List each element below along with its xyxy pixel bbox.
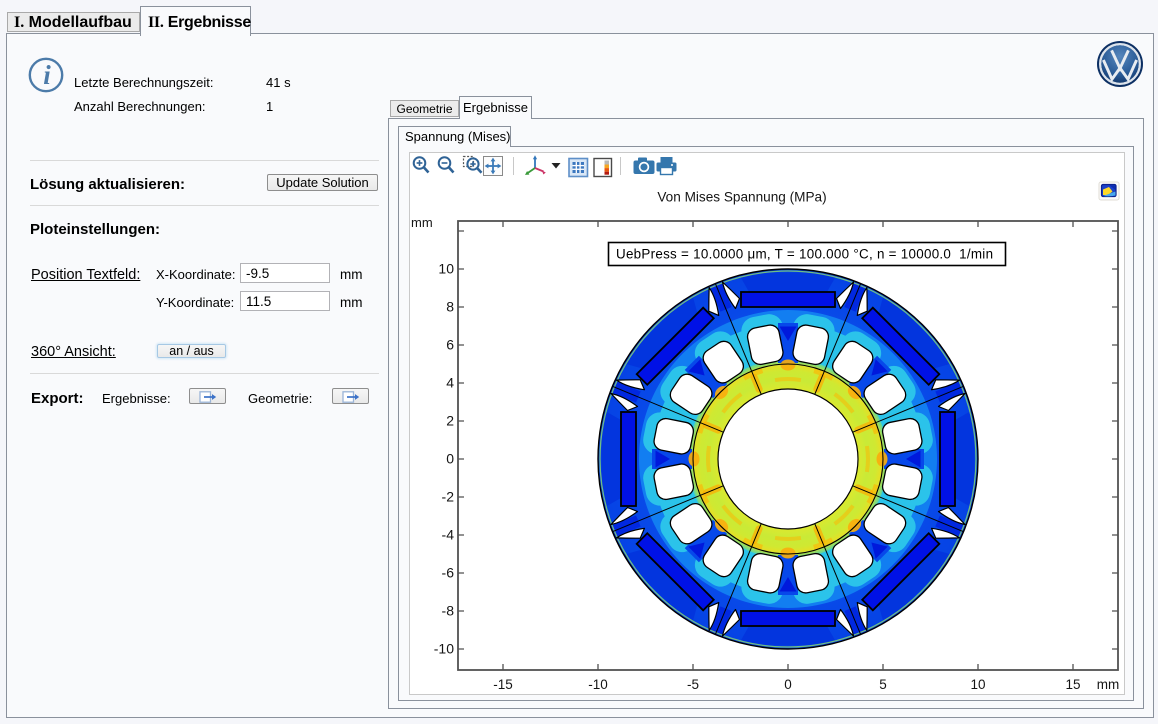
svg-text:10: 10 [438, 261, 454, 277]
svg-text:-15: -15 [493, 677, 513, 692]
svg-text:-6: -6 [442, 565, 455, 581]
svg-text:8: 8 [446, 299, 454, 315]
svg-text:-4: -4 [442, 527, 455, 543]
svg-text:0: 0 [784, 677, 792, 692]
svg-text:4: 4 [446, 375, 454, 391]
svg-text:Von Mises Spannung (MPa): Von Mises Spannung (MPa) [657, 190, 826, 205]
svg-text:5: 5 [879, 677, 887, 692]
svg-text:-8: -8 [442, 603, 455, 619]
svg-text:15: 15 [1065, 677, 1080, 692]
svg-text:-10: -10 [588, 677, 608, 692]
svg-text:-5: -5 [687, 677, 699, 692]
svg-text:0: 0 [446, 451, 454, 467]
svg-text:-10: -10 [434, 641, 454, 657]
svg-text:-2: -2 [442, 489, 455, 505]
svg-text:mm: mm [411, 215, 433, 230]
svg-text:UebPress = 10.0000 μm, T = 100: UebPress = 10.0000 μm, T = 100.000 °C, n… [616, 247, 993, 262]
svg-text:10: 10 [970, 677, 985, 692]
svg-text:i: i [43, 60, 51, 90]
svg-text:2: 2 [446, 413, 454, 429]
svg-text:6: 6 [446, 337, 454, 353]
svg-text:mm: mm [1097, 677, 1120, 692]
